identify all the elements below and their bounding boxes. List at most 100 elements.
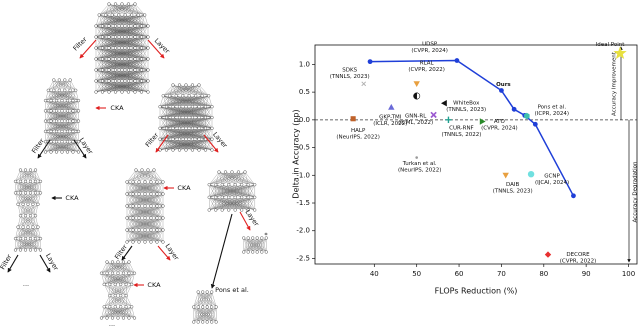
arrow bbox=[210, 213, 233, 289]
point-venue: (TNNLS, 2023) bbox=[330, 74, 370, 80]
tree-diagram: Filter Layer CKA Filter Layer Filter Layer CKA C… bbox=[0, 2, 268, 328]
x-axis-label: FLOPs Reduction (%) bbox=[435, 287, 518, 296]
arrow bbox=[39, 254, 51, 273]
diagram-label: Layer bbox=[44, 252, 60, 272]
point-venue: (CVPR, 2022) bbox=[408, 67, 445, 73]
network-nodes bbox=[43, 78, 81, 154]
point-marker bbox=[361, 81, 367, 87]
x-tick-label: 70 bbox=[497, 270, 506, 278]
pareto-point bbox=[499, 88, 504, 93]
point-marker bbox=[527, 170, 535, 178]
x-tick-label: 100 bbox=[622, 270, 635, 278]
point-venue: (TNNLS, 2022) bbox=[441, 132, 481, 138]
arrow bbox=[7, 254, 19, 273]
arrow bbox=[121, 245, 133, 261]
network-edges bbox=[209, 171, 255, 211]
point-venue: (CVPR, 2022) bbox=[560, 259, 597, 265]
point-label: RLAL bbox=[420, 61, 435, 67]
diagram-label: Pons et al. bbox=[215, 286, 249, 294]
point-label: GNN-RL bbox=[405, 113, 427, 119]
point-marker bbox=[441, 100, 447, 107]
point-marker bbox=[350, 116, 356, 122]
point-label: DAIB bbox=[506, 182, 520, 188]
point-label: GCNP bbox=[544, 174, 560, 180]
diagram-label: ... bbox=[23, 280, 29, 288]
plot-frame bbox=[314, 44, 638, 265]
point-venue: (ICLR, 2022) bbox=[373, 121, 407, 127]
network-nodes bbox=[125, 168, 165, 244]
diagram-label: Filter bbox=[113, 243, 129, 261]
pareto-point bbox=[454, 58, 460, 63]
point-marker bbox=[445, 116, 452, 124]
point-marker bbox=[502, 172, 509, 179]
point-label: DECORE bbox=[566, 252, 590, 258]
x-tick-label: 50 bbox=[412, 270, 421, 278]
diagram-label: Filter bbox=[30, 137, 46, 155]
network-nodes bbox=[13, 168, 43, 252]
pareto-point bbox=[571, 193, 576, 199]
point-label: HALP bbox=[351, 128, 366, 134]
network-edges bbox=[243, 237, 267, 253]
point-venue: (ICPR, 2024) bbox=[535, 111, 569, 117]
diagram-label: * bbox=[264, 231, 268, 239]
network-edges bbox=[193, 291, 217, 323]
y-tick-label: -0.5 bbox=[296, 144, 310, 152]
arrow bbox=[37, 139, 51, 159]
point-venue: (IJCAI, 2024) bbox=[535, 180, 569, 186]
network-edges bbox=[159, 84, 213, 151]
ours-label: Ours bbox=[496, 82, 511, 88]
diagram-label: Filter bbox=[71, 35, 88, 52]
arrow bbox=[155, 134, 169, 153]
network-nodes bbox=[94, 2, 150, 94]
annotation: Accuracy Improvement bbox=[612, 51, 618, 116]
y-tick-label: -2.5 bbox=[296, 254, 310, 262]
point-marker bbox=[613, 46, 627, 59]
y-tick-label: 0.0 bbox=[299, 116, 310, 124]
arrow bbox=[239, 211, 251, 231]
arrow bbox=[73, 139, 87, 159]
y-axis-label: Delta in Accuracy (pp) bbox=[292, 109, 301, 198]
arrow bbox=[157, 245, 171, 261]
x-tick-label: 60 bbox=[455, 270, 464, 278]
point-label: CUR-RNF bbox=[449, 125, 474, 131]
annotation: Accuracy Degradation bbox=[633, 161, 639, 223]
arrow bbox=[203, 134, 219, 153]
point-venue: (NeurIPS, 2022) bbox=[398, 168, 441, 174]
arrow bbox=[79, 39, 97, 59]
network-nodes bbox=[158, 83, 214, 152]
y-tick-label: 1.0 bbox=[299, 60, 310, 68]
chart: FLOPs Reduction (%) Delta in Accuracy (p… bbox=[292, 41, 639, 295]
point-label: UDSP bbox=[422, 41, 438, 47]
point-marker bbox=[524, 112, 530, 120]
network-edges bbox=[101, 261, 135, 319]
pareto-point bbox=[511, 106, 517, 112]
diagram-label: Filter bbox=[144, 131, 161, 149]
x-tick-label: 90 bbox=[582, 270, 591, 278]
point-venue: (ICML, 2022) bbox=[398, 120, 433, 126]
point-marker bbox=[544, 251, 552, 258]
y-tick-label: -1.0 bbox=[296, 171, 310, 179]
point-venue: (TNNLS, 2023) bbox=[493, 188, 533, 194]
point-venue: (CVPR, 2024) bbox=[411, 48, 448, 54]
diagram-label: CKA bbox=[110, 104, 124, 112]
point-label: Pons et al. bbox=[538, 104, 567, 110]
pareto-point bbox=[367, 59, 373, 65]
point-marker bbox=[413, 92, 421, 100]
point-venue: (TNNLS, 2023) bbox=[446, 107, 486, 113]
y-tick-label: 0.5 bbox=[299, 88, 310, 96]
network-nodes bbox=[99, 260, 137, 320]
diagram-label: Layer bbox=[164, 242, 181, 262]
network-edges bbox=[95, 3, 149, 93]
network-nodes bbox=[192, 290, 218, 324]
point-label: GKP-TMI bbox=[379, 115, 402, 121]
diagram-label: Filter bbox=[0, 253, 14, 271]
diagram-label: CKA bbox=[177, 184, 191, 192]
diagram-label: Layer bbox=[78, 136, 95, 156]
point-label: WhiteBox bbox=[453, 101, 480, 107]
diagram-label: CKA bbox=[65, 194, 79, 202]
network-nodes bbox=[242, 236, 268, 254]
network-edges bbox=[126, 169, 164, 243]
y-tick-label: -2.0 bbox=[296, 227, 310, 235]
arrow bbox=[147, 39, 165, 59]
